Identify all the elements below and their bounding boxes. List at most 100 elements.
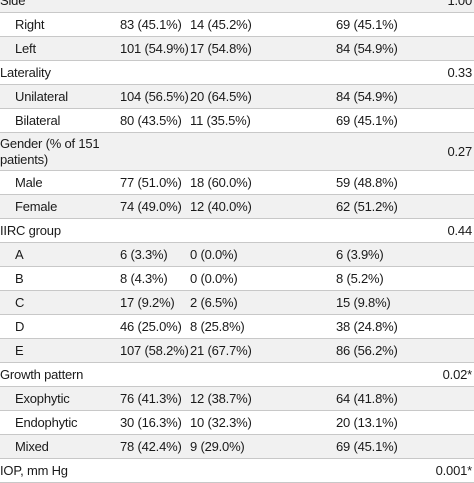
row-label: Unilateral: [0, 84, 120, 109]
p-value-cell: [420, 84, 474, 109]
table-row: E 107 (58.2%) 21 (67.7%) 86 (56.2%): [0, 338, 474, 363]
p-value-cell: [420, 12, 474, 37]
p-value-cell: [420, 338, 474, 363]
value-cell-group-1: 17 (54.8%): [190, 36, 336, 61]
value-cell-group-2: 6 (3.9%): [336, 242, 420, 267]
table-row: Left 101 (54.9%) 17 (54.8%) 84 (54.9%): [0, 36, 474, 61]
table-row: IIRC group 0.44: [0, 218, 474, 243]
value-cell-group-1: [190, 60, 336, 85]
p-value-cell: 0.02*: [420, 362, 474, 387]
value-cell-group-2: [336, 362, 420, 387]
p-value-cell: 0.33: [420, 60, 474, 85]
value-cell-group-2: 64 (41.8%): [336, 386, 420, 411]
value-cell-group-2: 59 (48.8%): [336, 170, 420, 195]
p-value-cell: [420, 266, 474, 291]
value-cell-group-1: 8 (25.8%): [190, 314, 336, 339]
value-cell-total: [120, 218, 190, 243]
p-value-cell: [420, 242, 474, 267]
value-cell-group-1: 10 (32.3%): [190, 410, 336, 435]
row-label: Right: [0, 12, 120, 37]
value-cell-total: 104 (56.5%): [120, 84, 190, 109]
p-value-cell: [420, 314, 474, 339]
value-cell-total: 76 (41.3%): [120, 386, 190, 411]
row-label: Exophytic: [0, 386, 120, 411]
row-label: IIRC group: [0, 218, 120, 243]
row-label: C: [0, 290, 120, 315]
p-value-cell: [420, 386, 474, 411]
p-value-cell: [420, 108, 474, 133]
value-cell-group-2: 38 (24.8%): [336, 314, 420, 339]
value-cell-group-2: 20 (13.1%): [336, 410, 420, 435]
row-label: Left: [0, 36, 120, 61]
table-row: Female 74 (49.0%) 12 (40.0%) 62 (51.2%): [0, 194, 474, 219]
p-value-cell: [420, 290, 474, 315]
p-value-cell: 0.44: [420, 218, 474, 243]
table-row: IOP, mm Hg 0.001*: [0, 458, 474, 483]
value-cell-group-1: 18 (60.0%): [190, 170, 336, 195]
p-value-cell: [420, 410, 474, 435]
table-row: C 17 (9.2%) 2 (6.5%) 15 (9.8%): [0, 290, 474, 315]
row-label: Gender (% of 151 patients): [0, 132, 120, 171]
value-cell-group-2: [336, 0, 420, 13]
value-cell-group-1: 21 (67.7%): [190, 338, 336, 363]
value-cell-total: 30 (16.3%): [120, 410, 190, 435]
value-cell-group-2: 69 (45.1%): [336, 108, 420, 133]
table-row: Growth pattern 0.02*: [0, 362, 474, 387]
value-cell-group-1: [190, 458, 336, 483]
p-value-cell: [420, 434, 474, 459]
p-value-cell: 1.00: [420, 0, 474, 13]
value-cell-total: 74 (49.0%): [120, 194, 190, 219]
value-cell-total: 101 (54.9%): [120, 36, 190, 61]
value-cell-group-1: [190, 362, 336, 387]
row-label: D: [0, 314, 120, 339]
value-cell-total: 107 (58.2%): [120, 338, 190, 363]
value-cell-total: 6 (3.3%): [120, 242, 190, 267]
row-label: E: [0, 338, 120, 363]
table-row: Right 83 (45.1%) 14 (45.2%) 69 (45.1%): [0, 12, 474, 37]
row-label: B: [0, 266, 120, 291]
table-row: Exophytic 76 (41.3%) 12 (38.7%) 64 (41.8%): [0, 386, 474, 411]
value-cell-total: 46 (25.0%): [120, 314, 190, 339]
value-cell-total: 17 (9.2%): [120, 290, 190, 315]
value-cell-group-2: 69 (45.1%): [336, 12, 420, 37]
row-label: Bilateral: [0, 108, 120, 133]
value-cell-group-1: 12 (40.0%): [190, 194, 336, 219]
value-cell-group-2: 84 (54.9%): [336, 36, 420, 61]
value-cell-group-2: [336, 60, 420, 85]
table-row: Unilateral 104 (56.5%) 20 (64.5%) 84 (54.9%…: [0, 84, 474, 109]
value-cell-total: [120, 0, 190, 13]
p-value-cell: 0.27: [420, 132, 474, 171]
value-cell-group-2: [336, 218, 420, 243]
value-cell-group-1: 2 (6.5%): [190, 290, 336, 315]
value-cell-total: [120, 362, 190, 387]
row-label: Laterality: [0, 60, 120, 85]
row-label: Side: [0, 0, 120, 13]
value-cell-group-1: 20 (64.5%): [190, 84, 336, 109]
p-value-cell: [420, 170, 474, 195]
value-cell-total: 83 (45.1%): [120, 12, 190, 37]
value-cell-group-1: 14 (45.2%): [190, 12, 336, 37]
value-cell-group-1: 0 (0.0%): [190, 266, 336, 291]
value-cell-group-1: 0 (0.0%): [190, 242, 336, 267]
table-row: Endophytic 30 (16.3%) 10 (32.3%) 20 (13.1%): [0, 410, 474, 435]
value-cell-group-1: [190, 0, 336, 13]
table-row: D 46 (25.0%) 8 (25.8%) 38 (24.8%): [0, 314, 474, 339]
p-value-cell: [420, 36, 474, 61]
table-row: Side 1.00: [0, 0, 474, 13]
value-cell-group-2: 69 (45.1%): [336, 434, 420, 459]
value-cell-total: 77 (51.0%): [120, 170, 190, 195]
value-cell-total: 80 (43.5%): [120, 108, 190, 133]
value-cell-group-2: 15 (9.8%): [336, 290, 420, 315]
value-cell-group-2: 8 (5.2%): [336, 266, 420, 291]
row-label: A: [0, 242, 120, 267]
row-label: Endophytic: [0, 410, 120, 435]
table-row: Bilateral 80 (43.5%) 11 (35.5%) 69 (45.1%): [0, 108, 474, 133]
row-label: Male: [0, 170, 120, 195]
p-value-cell: [420, 194, 474, 219]
value-cell-group-2: [336, 458, 420, 483]
value-cell-group-2: 84 (54.9%): [336, 84, 420, 109]
